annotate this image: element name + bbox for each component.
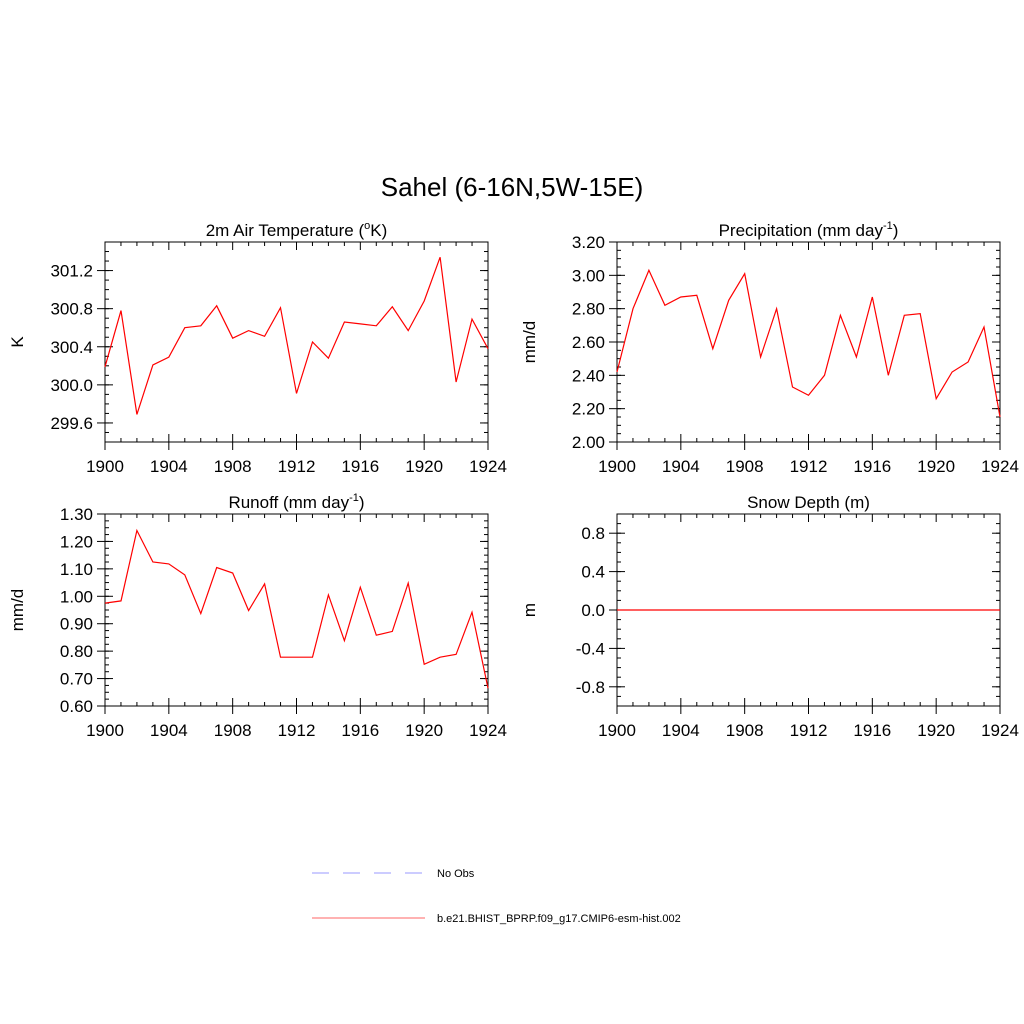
x-tick-label: 1908 [214, 457, 252, 476]
y-tick-label: 2.40 [572, 366, 605, 385]
x-tick-label: 1904 [662, 721, 700, 740]
panel-4: Snow Depth (m) m 1900 1904 1908 1912 1916 1920 1… [520, 493, 1019, 740]
x-tick-label: 1924 [981, 721, 1019, 740]
y-tick-label: 3.20 [572, 233, 605, 252]
figure-title: Sahel (6-16N,5W-15E) [381, 172, 644, 202]
y-tick-label: 299.6 [50, 414, 93, 433]
panel-title-main: 2m Air Temperature ( [206, 221, 365, 240]
x-tick-label: 1920 [917, 457, 955, 476]
y-tick-label: 2.20 [572, 400, 605, 419]
plot-frame [104, 241, 489, 443]
x-tick-label: 1912 [790, 457, 828, 476]
panel-title-end: K) [370, 221, 387, 240]
panel-title: Snow Depth (m) [747, 493, 870, 512]
y-axis-label: mm/d [520, 321, 539, 364]
y-tick-label: 0.60 [60, 697, 93, 716]
x-tick-label: 1924 [469, 457, 507, 476]
plot-frame [104, 513, 489, 707]
y-tick-label: -0.4 [576, 639, 605, 658]
y-tick-label: 301.2 [50, 262, 93, 281]
x-tick-label: 1908 [726, 457, 764, 476]
panel-title-main: Precipitation (mm day [719, 221, 884, 240]
panel-title-main: Snow Depth (m) [747, 493, 870, 512]
x-tick-label: 1920 [405, 721, 443, 740]
x-tick-label: 1908 [214, 721, 252, 740]
y-tick-label: 1.30 [60, 505, 93, 524]
series-line-1 [616, 268, 1001, 418]
y-tick-label: 0.0 [581, 601, 605, 620]
panel-title-main: Runoff (mm day [228, 493, 349, 512]
y-tick-label: 2.80 [572, 300, 605, 319]
y-tick-label: -0.8 [576, 678, 605, 697]
x-tick-label: 1900 [598, 457, 636, 476]
legend-label-2: b.e21.BHIST_BPRP.f09_g17.CMIP6-esm-hist.… [437, 913, 681, 925]
panel-1: 2m Air Temperature (oK) K 1900 1904 1908 1912… [8, 220, 507, 476]
x-tick-label: 1904 [662, 457, 700, 476]
panel-title-superscript: -1 [883, 220, 893, 232]
x-tick-label: 1924 [981, 457, 1019, 476]
x-tick-label: 1900 [598, 721, 636, 740]
y-tick-label: 0.4 [581, 563, 605, 582]
y-tick-label: 2.00 [572, 433, 605, 452]
x-tick-label: 1904 [150, 457, 188, 476]
y-tick-label: 1.10 [60, 560, 93, 579]
x-tick-label: 1920 [405, 457, 443, 476]
y-tick-label: 0.70 [60, 670, 93, 689]
panel-title: 2m Air Temperature (oK) [206, 220, 388, 240]
panel-title-superscript: o [364, 220, 370, 232]
y-tick-label: 2.60 [572, 333, 605, 352]
y-tick-label: 0.8 [581, 524, 605, 543]
panel-title: Precipitation (mm day-1) [719, 220, 899, 240]
series-line-1 [104, 256, 489, 415]
legend: No Obs b.e21.BHIST_BPRP.f09_g17.CMIP6-esm… [312, 868, 681, 925]
panel-title-end: ) [359, 493, 365, 512]
panel-title-end: ) [893, 221, 899, 240]
panel-2: Precipitation (mm day-1) mm/d 1900 1904 1908… [520, 220, 1019, 476]
x-tick-label: 1916 [853, 457, 891, 476]
x-tick-label: 1908 [726, 721, 764, 740]
y-tick-label: 300.4 [50, 338, 93, 357]
x-tick-label: 1912 [278, 457, 316, 476]
panel-title-superscript: -1 [349, 492, 359, 504]
x-tick-label: 1904 [150, 721, 188, 740]
y-tick-label: 3.00 [572, 266, 605, 285]
chart-panels: 2m Air Temperature (oK) K 1900 1904 1908 1912… [8, 220, 1019, 740]
legend-label-1: No Obs [437, 868, 475, 880]
y-axis-label: m [520, 603, 539, 617]
x-tick-label: 1912 [790, 721, 828, 740]
x-tick-label: 1916 [341, 721, 379, 740]
x-tick-label: 1916 [853, 721, 891, 740]
y-tick-label: 1.00 [60, 587, 93, 606]
x-tick-label: 1920 [917, 721, 955, 740]
series-line-1 [104, 528, 489, 689]
y-tick-label: 1.20 [60, 532, 93, 551]
x-tick-label: 1916 [341, 457, 379, 476]
x-tick-label: 1900 [86, 721, 124, 740]
x-tick-label: 1924 [469, 721, 507, 740]
y-axis-label: K [8, 336, 27, 348]
y-axis-label: mm/d [8, 589, 27, 632]
plot-frame [616, 241, 1001, 443]
y-tick-label: 0.90 [60, 615, 93, 634]
x-tick-label: 1912 [278, 721, 316, 740]
panel-3: Runoff (mm day-1) mm/d 1900 1904 1908 1912 191… [8, 492, 507, 740]
panel-title: Runoff (mm day-1) [228, 492, 364, 512]
y-tick-label: 300.8 [50, 300, 93, 319]
y-tick-label: 0.80 [60, 642, 93, 661]
y-tick-label: 300.0 [50, 376, 93, 395]
x-tick-label: 1900 [86, 457, 124, 476]
